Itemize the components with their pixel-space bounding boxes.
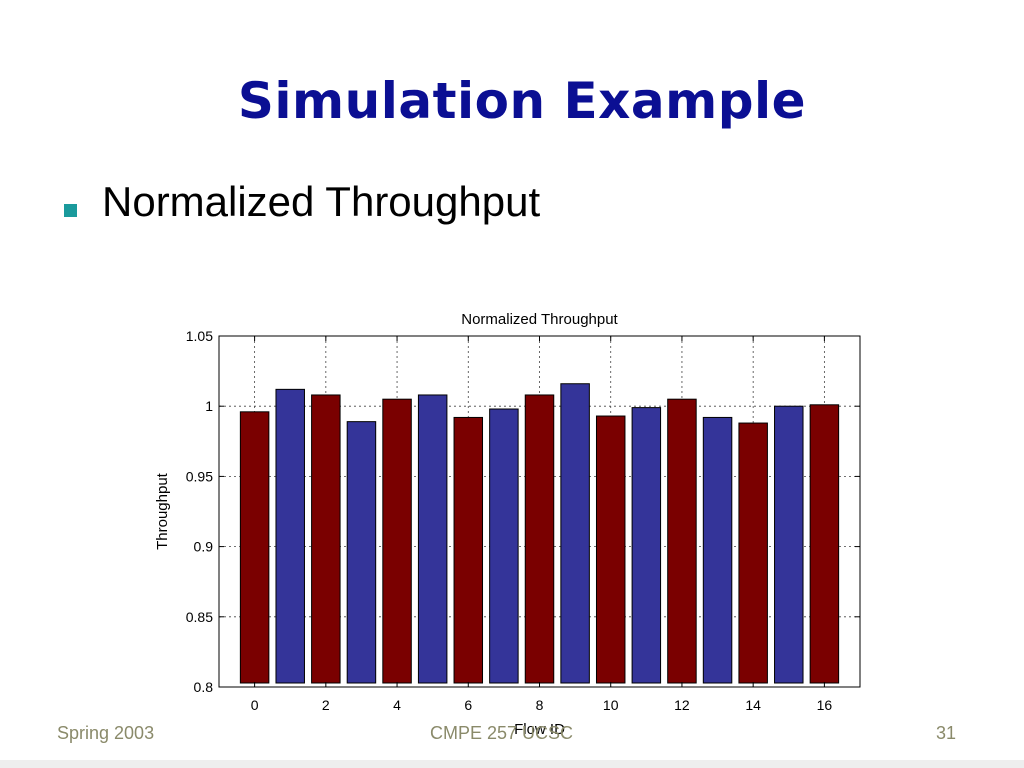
bar-flow-13 xyxy=(702,416,733,684)
chart-title: Normalized Throughput xyxy=(461,311,618,328)
bar-flow-6 xyxy=(453,416,484,684)
x-axis-label: Flow ID xyxy=(514,721,565,738)
footer-bar xyxy=(0,760,1024,768)
x-tick-label: 0 xyxy=(251,697,259,713)
footer-date: Spring 2003 xyxy=(57,723,155,743)
bar-flow-11 xyxy=(631,407,662,684)
x-tick-label: 6 xyxy=(464,697,472,713)
x-tick-label: 4 xyxy=(393,697,401,713)
bullet-text: Normalized Throughput xyxy=(102,178,541,225)
x-tick-labels: 0 2 4 6 8 10 12 14 16 xyxy=(251,697,833,713)
y-tick-label: 1 xyxy=(205,398,213,414)
y-tick-label: 0.8 xyxy=(194,679,214,695)
y-tick-label: 0.95 xyxy=(186,468,213,484)
bars xyxy=(239,383,840,684)
footer-course: CMPE 257 UCSC xyxy=(430,723,574,743)
footer-page-number: 31 xyxy=(936,723,957,743)
y-tick-labels: 0.8 0.85 0.9 0.95 1 1.05 xyxy=(186,328,213,695)
y-tick-label: 1.05 xyxy=(186,328,213,344)
bar-flow-8 xyxy=(524,394,555,684)
x-tick-label: 2 xyxy=(322,697,330,713)
y-tick-label: 0.9 xyxy=(194,539,214,555)
x-tick-label: 10 xyxy=(603,697,619,713)
tick-marks xyxy=(219,335,860,688)
x-tick-label: 16 xyxy=(817,697,833,713)
bar-flow-4 xyxy=(382,398,412,684)
bar-flow-1 xyxy=(275,388,305,684)
bar-flow-12 xyxy=(667,398,697,684)
y-tick-label: 0.85 xyxy=(186,609,213,625)
bar-flow-3 xyxy=(346,421,377,684)
bar-flow-5 xyxy=(417,394,448,684)
bar-flow-2 xyxy=(311,394,341,684)
x-tick-label: 14 xyxy=(745,697,761,713)
bar-flow-14 xyxy=(738,422,768,684)
bar-flow-0 xyxy=(239,411,270,684)
bar-flow-9 xyxy=(560,383,590,684)
bar-flow-15 xyxy=(774,405,804,684)
bullet-square-icon xyxy=(64,204,77,217)
x-tick-label: 8 xyxy=(536,697,544,713)
slide-title: Simulation Example xyxy=(237,72,807,130)
x-tick-label: 12 xyxy=(674,697,690,713)
bar-flow-7 xyxy=(489,408,519,684)
bar-flow-16 xyxy=(809,404,840,684)
y-axis-label: Throughput xyxy=(154,472,171,550)
bar-flow-10 xyxy=(595,415,626,684)
